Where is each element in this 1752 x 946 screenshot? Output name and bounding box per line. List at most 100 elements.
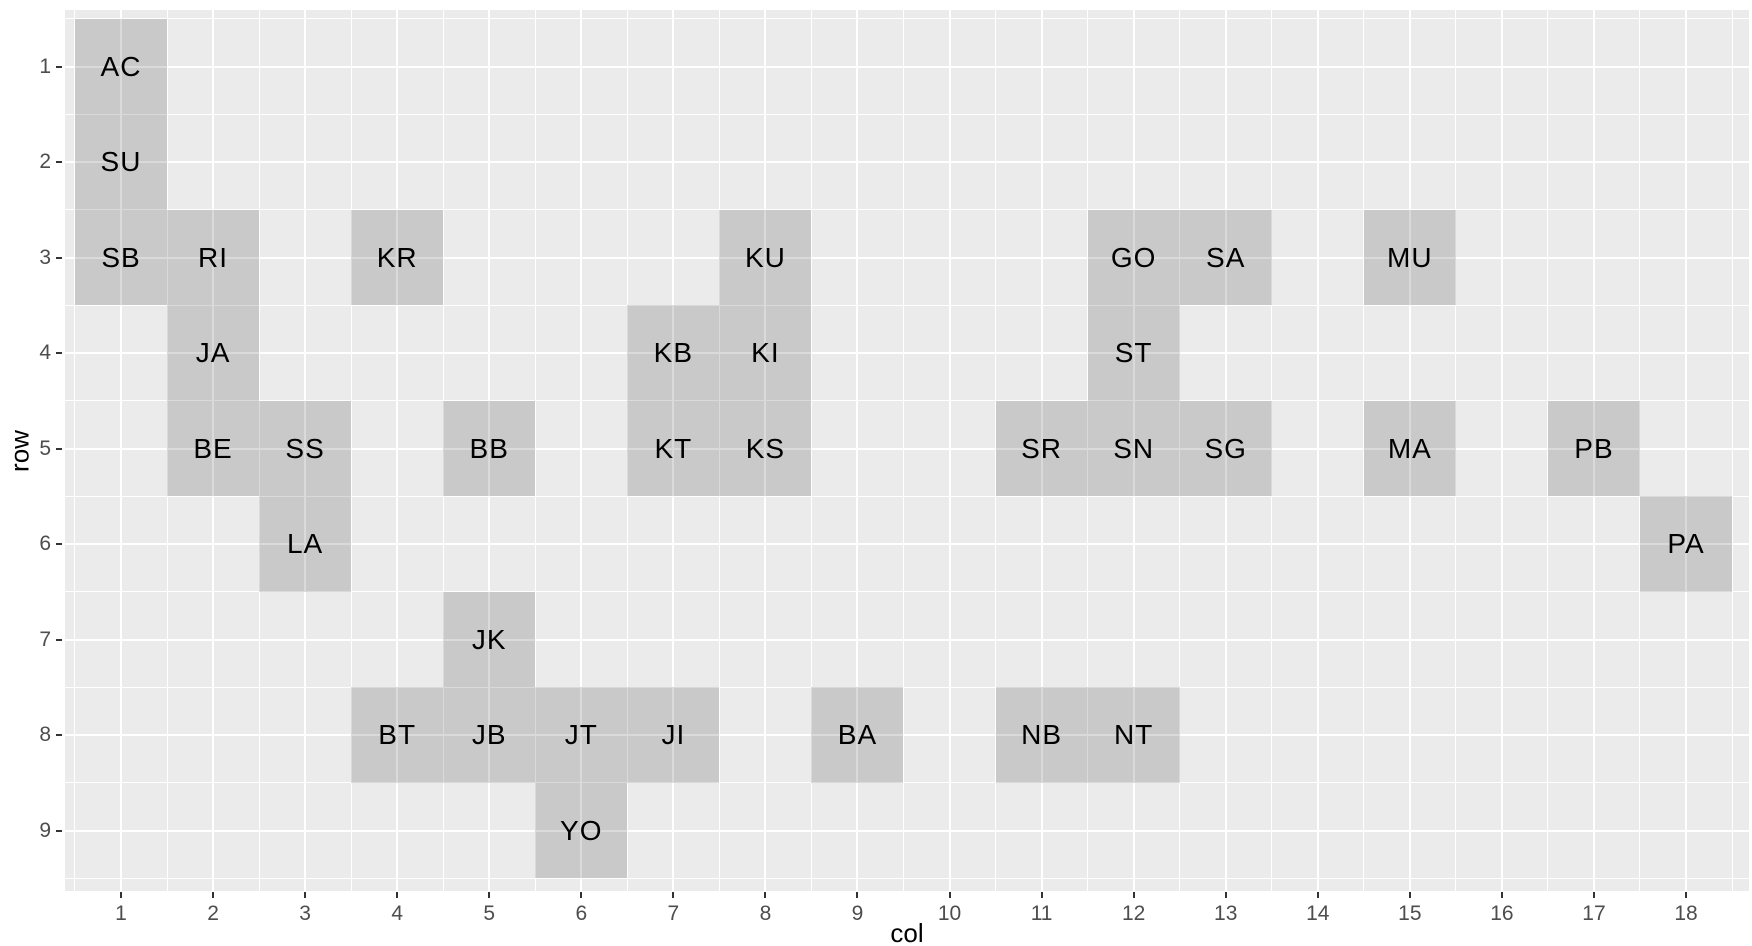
gridline-major-vertical	[1040, 10, 1043, 891]
y-axis-tick-mark	[56, 256, 62, 259]
gridline-minor-vertical	[350, 10, 352, 891]
x-axis-tick-mark	[396, 892, 399, 898]
plot-panel: AC SU SB RI KR KU GO SA MU JA KB KI ST BE SS BB KT KS SR SN…	[65, 10, 1749, 891]
x-axis-tick-label: 17	[1582, 902, 1606, 925]
tile: KS	[719, 400, 812, 497]
tile-label: ST	[1114, 337, 1153, 368]
tile-label: KB	[653, 337, 694, 368]
y-axis-tick-label: 8	[39, 723, 51, 746]
y-axis-tick-label: 5	[39, 436, 51, 460]
x-axis-tick-label: 18	[1674, 902, 1698, 925]
gridline-minor-horizontal	[65, 400, 1749, 402]
gridline-major-vertical	[1316, 10, 1319, 891]
x-axis-tick-label: 1	[115, 902, 127, 925]
tile-label: SG	[1204, 432, 1247, 464]
gridline-major-horizontal	[65, 256, 1749, 259]
tile: ST	[1087, 305, 1180, 401]
x-axis-tick-mark	[856, 892, 859, 898]
tile: AC	[74, 18, 168, 115]
gridline-major-vertical	[488, 10, 491, 891]
tile: RI	[167, 209, 260, 306]
x-axis-title: col	[890, 918, 924, 946]
y-axis-tick-mark	[56, 638, 62, 641]
tile-label: JT	[564, 719, 598, 750]
gridline-major-vertical	[948, 10, 951, 891]
y-axis-tick-label: 9	[39, 818, 51, 842]
gridline-minor-horizontal	[65, 591, 1749, 593]
gridline-major-vertical	[396, 10, 399, 891]
gridline-major-horizontal	[65, 829, 1749, 832]
gridline-minor-horizontal	[65, 495, 1749, 497]
x-axis-tick-mark	[1592, 892, 1595, 898]
gridline-minor-vertical	[1363, 10, 1365, 891]
x-axis-tick-label: 13	[1214, 902, 1238, 925]
tile: LA	[259, 496, 352, 592]
tile: JI	[627, 687, 720, 783]
tile-label: SU	[100, 146, 142, 177]
x-axis-tick-label: 11	[1030, 902, 1053, 925]
x-axis-tick-label: 16	[1490, 902, 1514, 925]
tile-label: GO	[1110, 241, 1157, 273]
tile: NB	[995, 687, 1088, 783]
gridline-major-horizontal	[65, 352, 1749, 354]
gridline-major-vertical	[580, 10, 583, 891]
tile-label: JB	[471, 719, 507, 750]
x-axis-tick-label: 12	[1121, 902, 1146, 925]
gridline-minor-vertical	[626, 10, 628, 891]
gridline-major-vertical	[764, 10, 767, 891]
gridline-major-vertical	[1132, 10, 1135, 891]
gridline-minor-vertical	[74, 10, 76, 891]
gridline-minor-horizontal	[65, 304, 1749, 306]
y-axis-tick-label: 1	[39, 54, 51, 78]
x-axis-tick-label: 15	[1398, 902, 1422, 925]
x-axis-tick-mark	[212, 892, 215, 898]
gridline-major-horizontal	[65, 447, 1749, 450]
gridline-minor-horizontal	[65, 113, 1749, 115]
tile: SA	[1179, 209, 1272, 306]
gridline-minor-horizontal	[65, 877, 1749, 879]
x-axis-tick-mark	[672, 892, 675, 898]
tile: NT	[1087, 687, 1180, 783]
gridline-major-horizontal	[65, 734, 1749, 736]
tile-label: RI	[198, 241, 229, 273]
x-axis-tick-mark	[304, 892, 307, 898]
tile-label: BA	[837, 719, 878, 750]
gridline-major-vertical	[304, 10, 307, 891]
y-axis-tick-mark	[56, 734, 62, 736]
tile: JK	[443, 591, 536, 688]
tile: BE	[167, 400, 260, 497]
tile: SR	[995, 400, 1088, 497]
tile-label: JK	[471, 623, 507, 655]
y-axis-tick-mark	[56, 65, 62, 68]
gridline-minor-vertical	[1179, 10, 1181, 891]
y-axis-tick-mark	[56, 161, 62, 163]
tile-label: SR	[1021, 432, 1063, 464]
y-axis-tick-label: 7	[39, 627, 51, 651]
x-axis-tick-label: 8	[759, 902, 772, 925]
tile: MA	[1363, 400, 1456, 497]
y-axis-tick-mark	[56, 352, 62, 354]
gridline-major-horizontal	[65, 161, 1749, 163]
x-axis-tick-mark	[1500, 892, 1503, 898]
x-axis-tick-label: 5	[483, 902, 496, 925]
x-axis-tick-mark	[1224, 892, 1227, 898]
y-axis-tick-label: 6	[39, 532, 51, 555]
tile-label: SN	[1113, 432, 1155, 464]
x-axis-tick-mark	[948, 892, 951, 898]
gridline-major-vertical	[672, 10, 675, 891]
gridline-major-vertical	[856, 10, 859, 891]
gridline-minor-vertical	[258, 10, 260, 891]
tile: KB	[627, 305, 720, 401]
tile: SB	[74, 209, 168, 306]
x-axis-tick-mark	[1685, 892, 1688, 898]
tile-label: MU	[1387, 241, 1433, 273]
x-axis-tick-label: 10	[937, 902, 962, 925]
gridline-major-vertical	[1685, 10, 1688, 891]
gridline-minor-vertical	[718, 10, 720, 891]
tile-label: AC	[100, 50, 142, 82]
x-axis-tick-label: 9	[851, 902, 864, 925]
tile: SS	[259, 400, 352, 497]
gridline-minor-horizontal	[65, 209, 1749, 211]
tile-label: KS	[745, 432, 786, 464]
tile: SU	[74, 114, 168, 210]
